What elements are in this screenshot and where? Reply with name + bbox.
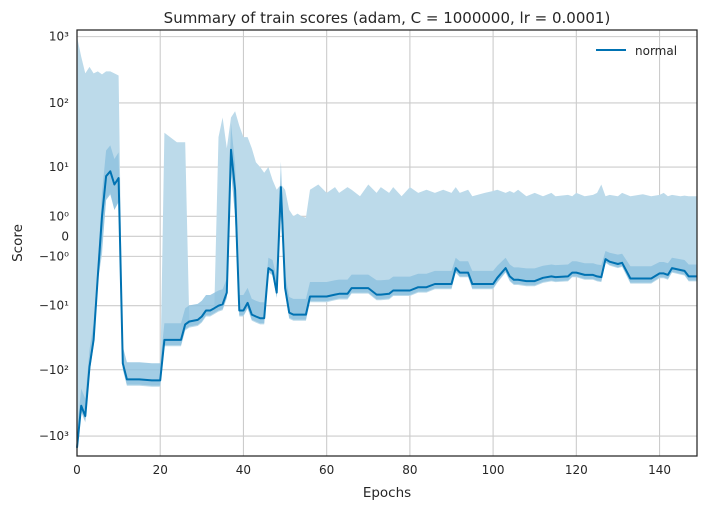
inner-band	[77, 123, 697, 453]
bands	[77, 36, 697, 455]
outer-band	[77, 36, 697, 455]
x-ticks: 0 20 40 60 80 100 120 140	[73, 463, 671, 477]
y-tick-label: −10⁰	[39, 249, 69, 263]
x-tick-label: 60	[319, 463, 334, 477]
y-tick-label: 0	[61, 229, 69, 243]
x-tick-label: 20	[153, 463, 168, 477]
x-tick-label: 40	[236, 463, 251, 477]
x-tick-label: 0	[73, 463, 81, 477]
legend: normal	[596, 44, 677, 58]
y-axis-label: Score	[10, 224, 26, 262]
plot-frame	[76, 29, 698, 457]
x-tick-label: 140	[648, 463, 671, 477]
chart-title: Summary of train scores (adam, C = 10000…	[164, 9, 611, 27]
y-tick-label: −10³	[39, 429, 69, 443]
series-line-normal	[76, 148, 697, 448]
x-tick-label: 80	[402, 463, 417, 477]
x-axis-label: Epochs	[363, 485, 411, 501]
x-tick-label: 100	[482, 463, 505, 477]
x-tick-label: 120	[565, 463, 588, 477]
y-tick-label: 10¹	[49, 160, 69, 174]
y-tick-label: 10²	[49, 96, 69, 110]
y-ticks: 10³ 10² 10¹ 10⁰ 0 −10⁰ −10¹ −10² −10³	[39, 30, 69, 443]
y-tick-label: 10³	[49, 30, 69, 44]
y-tick-label: 10⁰	[49, 209, 69, 223]
y-tick-label: −10¹	[39, 299, 69, 313]
y-tick-label: −10²	[39, 363, 69, 377]
series-lines	[76, 148, 697, 448]
legend-label-normal: normal	[635, 44, 677, 58]
